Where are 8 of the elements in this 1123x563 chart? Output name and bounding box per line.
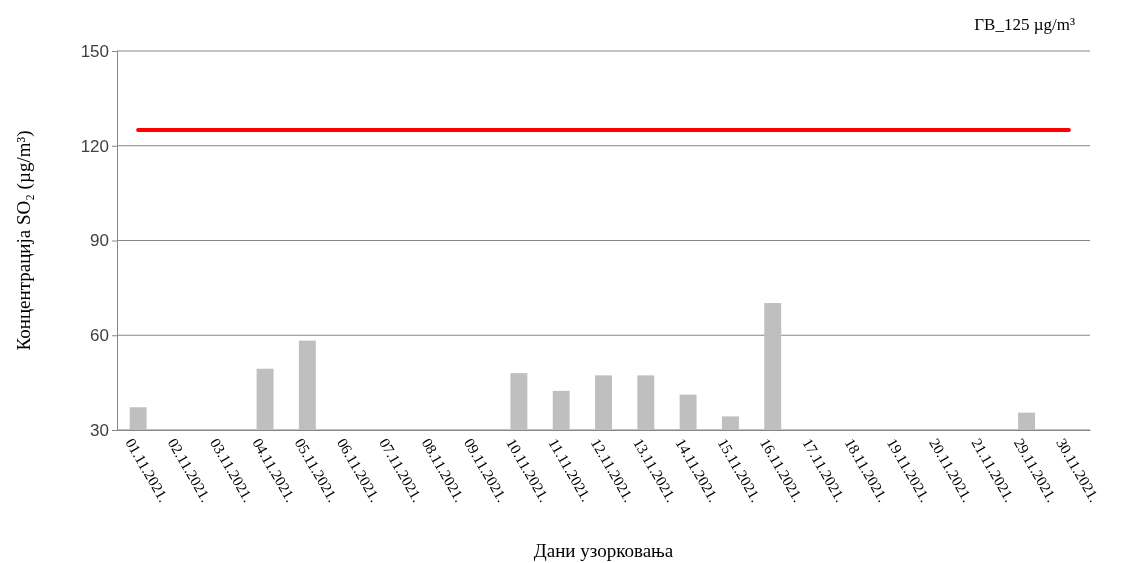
x-axis-title: Дани узорковања [533,540,674,561]
text: ГВ_125 µg/m³ [974,15,1075,34]
y-tick-label: 120 [80,136,109,156]
y-axis-title: Концентрација SO₂ (µg/m³) [13,130,35,351]
y-tick-label: 60 [90,326,109,346]
y-tick-label: 90 [90,231,109,251]
y-tick-label: 30 [90,420,109,440]
y-tick-label: 150 [80,41,109,61]
